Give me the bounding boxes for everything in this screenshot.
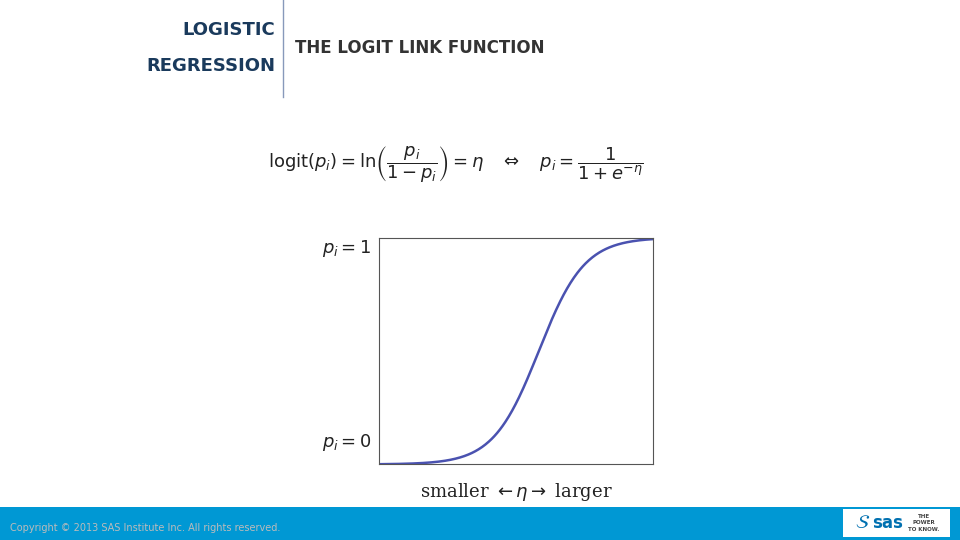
Text: smaller $\leftarrow \eta \rightarrow$ larger: smaller $\leftarrow \eta \rightarrow$ la… (420, 481, 612, 503)
Text: REGRESSION: REGRESSION (147, 57, 276, 76)
Text: POWER: POWER (912, 520, 935, 525)
Text: sas: sas (873, 514, 903, 532)
Text: $\mathcal{S}$: $\mathcal{S}$ (854, 513, 870, 532)
Text: Copyright © 2013 SAS Institute Inc. All rights reserved.: Copyright © 2013 SAS Institute Inc. All … (10, 523, 280, 533)
Text: LOGISTIC: LOGISTIC (182, 21, 276, 39)
Text: $p_i = 1$: $p_i = 1$ (323, 238, 372, 259)
Text: $p_i = 0$: $p_i = 0$ (322, 432, 372, 453)
Text: THE: THE (918, 514, 929, 519)
Text: THE LOGIT LINK FUNCTION: THE LOGIT LINK FUNCTION (295, 38, 544, 57)
Text: $\mathrm{logit}(p_i) = \ln\!\left(\dfrac{p_i}{1-p_i}\right) = \eta\quad \Leftrig: $\mathrm{logit}(p_i) = \ln\!\left(\dfrac… (268, 144, 644, 185)
Text: TO KNOW.: TO KNOW. (908, 526, 939, 532)
